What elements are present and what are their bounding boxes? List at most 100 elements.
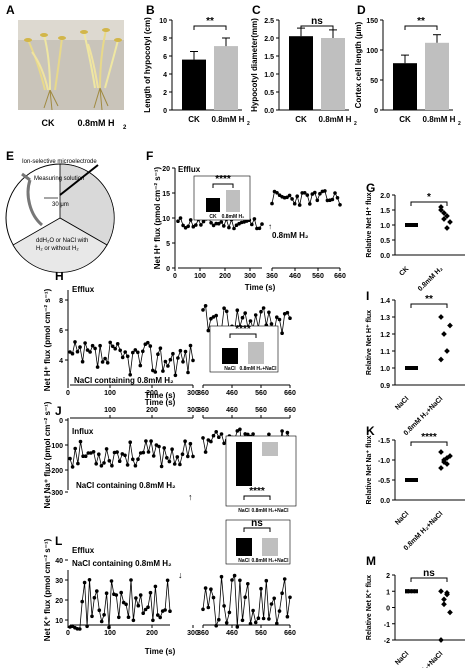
f-inset-significance-label: **** — [215, 174, 231, 185]
i-point — [447, 322, 453, 329]
i-point — [408, 366, 412, 370]
l-inset-significance-bracket — [243, 527, 271, 532]
l-y-tick-label: 30 — [55, 578, 63, 585]
f-x-tick-label: 300 — [244, 273, 256, 280]
j-x-tick-label: 100 — [104, 407, 116, 414]
k-cat-1: NaCl — [394, 510, 410, 526]
c-bar-2 — [321, 38, 345, 110]
g-point — [408, 223, 412, 227]
h-y-tick-label: 4 — [59, 358, 63, 365]
k-y-tick-label: -1.5 — [378, 438, 390, 445]
d-cat-h2-sub: 2 — [458, 121, 461, 127]
g-point — [414, 223, 418, 227]
m-y-tick-label: -1 — [384, 622, 390, 629]
f-inset-frame — [193, 175, 251, 221]
j-inset-significance-bracket — [243, 495, 271, 500]
f-y-tick-label: 5 — [166, 241, 170, 248]
j-y-tick-label: 0 — [59, 418, 63, 425]
f-x-tick-label: 100 — [194, 273, 206, 280]
h-inset-cat-1: NaCl — [224, 366, 236, 372]
k-point — [405, 478, 409, 482]
k-point — [438, 465, 444, 471]
l-x-tick-label: 0 — [66, 630, 70, 637]
h-y-tick-label: 8 — [59, 298, 63, 305]
l-inset-bar-1 — [236, 538, 252, 556]
h-x-label: Time (s) — [145, 391, 176, 400]
f-trace-2 — [271, 190, 341, 206]
f-x-tick-label: 200 — [219, 273, 231, 280]
i-y-tick-label: 1.4 — [380, 298, 390, 305]
l-arrow: ↓ — [178, 570, 183, 580]
panel-letter-b: B — [146, 3, 155, 17]
h-y-tick-label: 6 — [59, 328, 63, 335]
l-trace-1 — [69, 579, 171, 630]
b-y-tick-label: 8 — [163, 36, 167, 43]
j-note-arrow: ↑ — [188, 492, 193, 502]
l-x-tick-label: 460 — [226, 630, 238, 637]
h-x-tick-label: 460 — [226, 390, 238, 397]
l-inset-cat-2: 0.8mM H₂+NaCl — [251, 558, 289, 564]
j-trace-1 — [69, 440, 194, 468]
l-y-label: Net K⁺ flux (pmol cm⁻² s⁻¹) — [43, 538, 52, 641]
i-point — [411, 366, 415, 370]
l-x-tick-label: 560 — [255, 630, 267, 637]
i-point — [441, 331, 447, 337]
photo-label-h2-sub: 2 — [123, 125, 127, 131]
c-y-tick-label: 1.0 — [264, 72, 274, 79]
c-y-label: Hypocotyl diameter(mm) — [250, 18, 259, 112]
d-cat-h2: 0.8mM H — [423, 115, 456, 124]
g-point — [447, 219, 453, 225]
b-y-tick-label: 10 — [159, 18, 167, 25]
l-x-label: Time (s) — [145, 647, 176, 656]
k-point — [414, 478, 418, 482]
k-point — [441, 459, 447, 465]
panel-letter-f: F — [146, 149, 153, 163]
m-y-tick-label: 2 — [386, 573, 390, 580]
l-y-tick-label: 20 — [55, 598, 63, 605]
m-point — [447, 609, 453, 616]
photo-label-ck: CK — [42, 118, 55, 128]
i-point — [414, 366, 418, 370]
d-bar-2 — [425, 42, 449, 110]
b-cat-h2: 0.8mM H — [212, 115, 245, 124]
m-point — [441, 596, 447, 603]
m-significance-label: ns — [423, 568, 435, 579]
g-point — [405, 223, 409, 227]
m-point — [405, 589, 409, 594]
d-y-label: Cortex cell length (μm) — [354, 21, 363, 108]
j-x-tick-label: 460 — [226, 407, 238, 414]
c-y-tick-label: 1.5 — [264, 54, 274, 61]
b-bar-2 — [214, 46, 238, 110]
f-inset-bar-1 — [206, 198, 220, 212]
j-note: NaCl containing 0.8mM H₂ — [76, 481, 176, 490]
m-point — [414, 589, 418, 594]
g-cat-1: CK — [398, 265, 410, 277]
f-efflux-label: Efflux — [178, 165, 201, 174]
f-inset-cat-2: 0.8mM H₂ — [222, 214, 245, 220]
d-y-tick-label: 100 — [366, 48, 378, 55]
g-y-tick-label: 0.5 — [380, 238, 390, 245]
distance-label: 30 μm — [52, 202, 69, 208]
k-y-tick-label: 0.0 — [380, 498, 390, 505]
j-x-tick-label: 300 — [187, 407, 199, 414]
h-y-label: Net H⁺ flux (pmol cm⁻² s⁻¹) — [43, 288, 52, 391]
c-cat-h2-sub: 2 — [354, 121, 357, 127]
m-y-tick-label: -2 — [384, 638, 390, 645]
i-y-tick-label: 1.3 — [380, 315, 390, 322]
i-cat-1: NaCl — [394, 395, 410, 411]
h-note: NaCl containing 0.8mM H₂ — [74, 376, 174, 385]
h-trace-2 — [202, 304, 291, 335]
f-trace-1 — [177, 217, 263, 230]
c-y-tick-label: 2.5 — [264, 18, 274, 25]
j-y-tick-label: -200 — [49, 468, 63, 475]
i-point — [438, 356, 444, 363]
g-y-tick-label: 1.0 — [380, 223, 390, 230]
measuring-solution-label: Measuring solution — [34, 176, 84, 182]
l-efflux-label: Efflux — [72, 546, 95, 555]
i-y-tick-label: 1.1 — [380, 349, 390, 356]
j-influx-label: Influx — [72, 427, 94, 436]
panel-letter-c: C — [252, 3, 261, 17]
l-y-tick-label: 40 — [55, 558, 63, 565]
j-y-tick-label: -300 — [49, 490, 63, 497]
